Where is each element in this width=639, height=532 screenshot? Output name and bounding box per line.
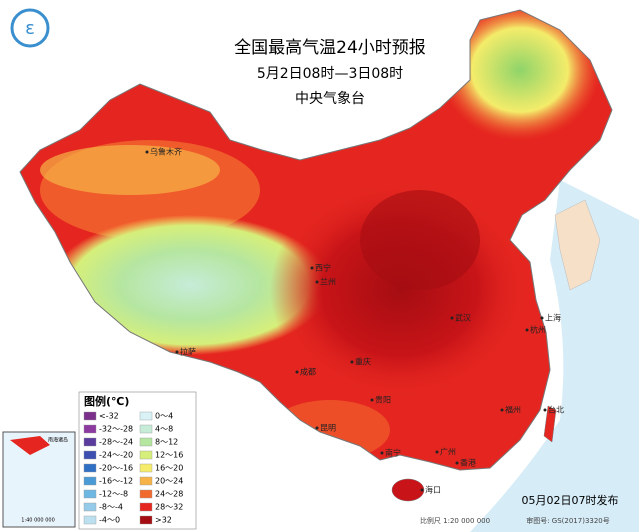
legend-swatch xyxy=(139,450,153,460)
city-label: 重庆 xyxy=(355,357,371,367)
issuer: 中央气象台 xyxy=(295,91,365,107)
city-label: 南宁 xyxy=(385,448,401,458)
legend-label: -16～-12 xyxy=(99,477,133,486)
city-dot xyxy=(315,280,319,284)
city-label: 杭州 xyxy=(530,325,546,335)
city-label: 昆明 xyxy=(320,424,336,433)
legend-label: -28～-24 xyxy=(99,438,133,447)
legend-swatch xyxy=(139,489,153,499)
city-label: 贵阳 xyxy=(375,395,391,405)
legend-label: 16～20 xyxy=(155,464,183,473)
legend-label: <-32 xyxy=(99,412,119,421)
legend-label: -4～0 xyxy=(99,516,120,525)
sea xyxy=(470,180,639,532)
city-dot xyxy=(295,370,299,374)
legend-swatch xyxy=(83,489,97,499)
legend-swatch xyxy=(139,424,153,434)
legend-label: -12～-8 xyxy=(99,490,128,499)
city-label: 福州 xyxy=(505,406,521,415)
city-dot xyxy=(315,426,319,430)
legend-label: -32～-28 xyxy=(99,425,133,434)
logo-mark: ε xyxy=(25,18,35,39)
legend-swatch xyxy=(139,502,153,512)
city-label: 广州 xyxy=(440,447,456,457)
taiwan xyxy=(543,405,557,443)
subtitle: 5月2日08时—3日08时 xyxy=(257,66,403,82)
legend-swatch xyxy=(139,463,153,473)
legend-swatch xyxy=(83,515,97,525)
city-label: 兰州 xyxy=(320,277,336,287)
city-dot xyxy=(175,350,179,354)
legend-label: 8～12 xyxy=(155,438,178,447)
title: 全国最高气温24小时预报 xyxy=(234,38,426,58)
city-label: 成都 xyxy=(300,367,316,377)
inset-label: 南海诸岛 xyxy=(48,437,68,444)
legend-label: -20～-16 xyxy=(99,464,133,473)
city-dot xyxy=(435,450,439,454)
city-label: 海口 xyxy=(425,485,441,495)
legend-box xyxy=(78,391,197,530)
legend-swatch xyxy=(83,476,97,486)
legend-label: 24～28 xyxy=(155,490,183,499)
legend-swatch xyxy=(83,450,97,460)
city-label: 西宁 xyxy=(315,263,331,273)
city-dot xyxy=(455,461,459,465)
logo xyxy=(10,8,50,48)
city-label: 乌鲁木齐 xyxy=(150,147,182,157)
legend: <-32 0～4 -32～-28 4～8 -28～-24 8～12 -24～-20 12～16… xyxy=(83,411,183,525)
inset-scale: 1:40 000 000 xyxy=(21,518,55,524)
issued: 05月02日07时发布 xyxy=(522,493,619,507)
city-dot xyxy=(310,266,314,270)
city-dot xyxy=(500,408,504,412)
legend-swatch xyxy=(83,411,97,421)
city-label: 上海 xyxy=(545,313,561,323)
legend-label: 0～4 xyxy=(155,412,173,421)
city-label: 香港 xyxy=(460,458,476,468)
approval: 审图号: GS(2017)3320号 xyxy=(526,516,610,525)
city-dot xyxy=(450,316,454,320)
legend-label: 28～32 xyxy=(155,503,183,512)
legend-swatch xyxy=(83,502,97,512)
legend-label: 4～8 xyxy=(155,425,173,434)
city-dot xyxy=(370,398,374,402)
legend-swatch xyxy=(139,411,153,421)
city-dot xyxy=(420,488,424,492)
legend-label: >32 xyxy=(155,516,172,525)
legend-swatch xyxy=(139,515,153,525)
inset-land xyxy=(10,436,50,455)
korea xyxy=(554,199,601,291)
scale: 比例尺 1:20 000 000 xyxy=(420,516,490,525)
city-dot xyxy=(380,451,384,455)
city-dot xyxy=(540,316,544,320)
legend-swatch xyxy=(83,424,97,434)
legend-swatch xyxy=(83,463,97,473)
city-dot xyxy=(350,360,354,364)
hainan xyxy=(391,478,425,502)
legend-label: -8～-4 xyxy=(99,503,123,512)
legend-swatch xyxy=(83,437,97,447)
legend-label: 12～16 xyxy=(155,451,183,460)
city-dot xyxy=(145,150,149,154)
legend-swatch xyxy=(139,437,153,447)
legend-label: -24～-20 xyxy=(99,451,133,460)
city-label: 武汉 xyxy=(455,313,471,323)
city-label: 拉萨 xyxy=(180,347,196,357)
legend-label: 20～24 xyxy=(155,477,183,486)
legend-swatch xyxy=(139,476,153,486)
city-label: 台北 xyxy=(548,405,564,415)
city-dot xyxy=(543,408,547,412)
border xyxy=(19,9,613,471)
city-dot xyxy=(525,328,529,332)
legend-title: 图例(℃) xyxy=(84,394,129,408)
